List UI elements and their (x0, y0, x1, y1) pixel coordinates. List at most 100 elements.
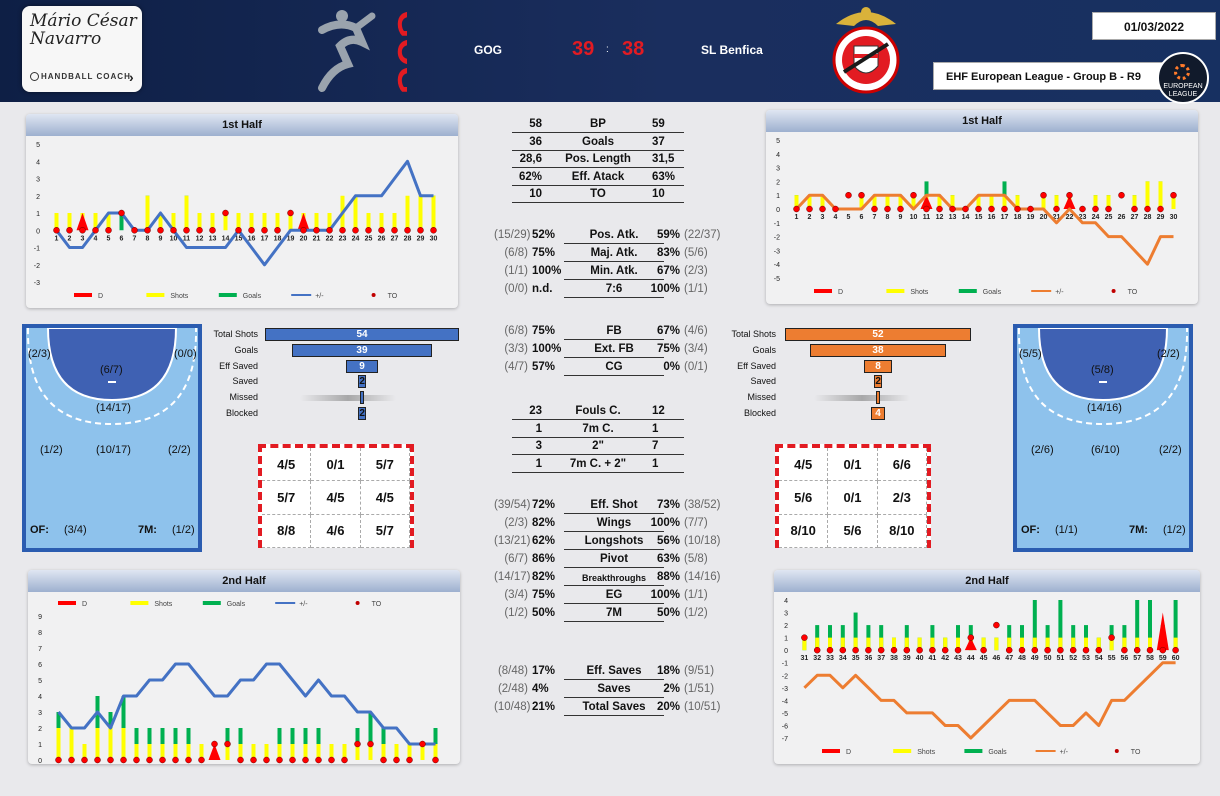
x-tick-label: 52 (1069, 655, 1077, 662)
turnover-dot (871, 205, 878, 213)
shots-bar (1020, 637, 1024, 651)
turnover-dot (1082, 646, 1090, 654)
shots-bar (943, 637, 948, 651)
shots-bar (1122, 637, 1127, 651)
stat-right: 10 (652, 188, 665, 200)
pct-rp: 75% (656, 343, 680, 355)
pct-lp: 82% (532, 571, 556, 583)
legend-label-shots: Shots (917, 749, 935, 756)
legend-swatch-to (1114, 749, 1119, 753)
shots-bar (108, 728, 113, 760)
x-tick-label: 43 (954, 655, 962, 662)
turnover-dot (890, 646, 898, 654)
gog-court: (2/3) (0/0) (6/7) (14/17) (1/2) (10/17) … (22, 324, 202, 552)
turnover-dot (406, 756, 413, 764)
shots-bar (1002, 195, 1007, 209)
shots-bar (1173, 637, 1178, 651)
goals-bar (368, 712, 373, 760)
x-tick-label: 38 (890, 655, 898, 662)
x-tick-label: 21 (313, 235, 321, 242)
pct-lr: (10/48) (494, 701, 531, 713)
bar: 54 (265, 328, 459, 341)
goals-bar (1084, 625, 1088, 651)
pct-rr: (2/3) (684, 265, 708, 277)
x-tick-label: 20 (300, 235, 308, 242)
y-tick-label: -7 (782, 736, 788, 743)
chevron-right-icon: › (129, 69, 134, 85)
turnover-dot (858, 191, 865, 199)
legend-label-d: D (98, 293, 103, 300)
x-tick-label: 10 (170, 235, 178, 242)
turnover-dot (263, 756, 270, 764)
x-tick-label: 29 (417, 235, 425, 242)
pct-row: (39/54) 72% Eff. Shot 73% (38/52) (494, 497, 722, 515)
pct-label: EG (564, 589, 664, 604)
x-tick-label: 41 (929, 655, 937, 662)
plus-minus-line (795, 193, 1174, 266)
turnover-dot (975, 205, 982, 213)
gog-first-half-panel: 1st Half 5 4 3 2 1 0 -1 -2 -3 1 2 3 4 5 6 7 8 9 10 11 12 13 14… (26, 114, 458, 308)
shots-bar (199, 744, 204, 760)
stat-label: Pos. Length (565, 153, 631, 165)
x-tick-label: 1 (55, 235, 59, 242)
y-tick-label: -4 (782, 698, 788, 705)
x-tick-label: 29 (1157, 214, 1165, 221)
x-tick-label: 10 (910, 214, 918, 221)
x-tick-label: 8 (146, 235, 150, 242)
ehf-ring-icon (1174, 64, 1190, 80)
x-tick-label: 2 (808, 214, 812, 221)
goals-bar (1071, 625, 1076, 651)
turnover-dot (417, 227, 424, 234)
turnover-dot (1121, 646, 1128, 654)
turnover-dot (1095, 646, 1103, 654)
x-tick-label: 26 (378, 235, 386, 242)
x-tick-label: 58 (1146, 655, 1154, 662)
shots-bar (197, 213, 202, 231)
y-tick-label: 4 (784, 598, 788, 605)
pct-lp: 21% (532, 701, 556, 713)
bar-label: Goals (752, 344, 776, 355)
shots-bar (1132, 195, 1137, 209)
stat-row: 1 7m C. 1 (512, 421, 684, 438)
turnover-dot (432, 756, 439, 764)
x-tick-label: 5 (847, 214, 851, 221)
defense-mark (208, 744, 221, 760)
goal-zone-cell: 2/3 (877, 481, 927, 515)
pct-lr: (3/3) (504, 343, 528, 355)
shots-bar (355, 744, 360, 760)
pct-label: Min. Atk. (564, 265, 664, 280)
shots-bar (418, 195, 423, 231)
coach-tag: HANDBALL COACH (30, 72, 131, 81)
bar: 38 (809, 343, 947, 357)
pct-row: (3/4) 75% EG 100% (1/1) (494, 587, 722, 605)
shots-bar (264, 744, 269, 760)
stat-row: 62% Eff. Atack 63% (512, 169, 684, 186)
stat-left: 58 (529, 118, 542, 130)
stat-label: BP (590, 118, 606, 130)
turnover-dot (55, 756, 62, 764)
pct-lp: 4% (532, 683, 549, 695)
turnover-dot (365, 227, 372, 234)
shots-bar (1093, 195, 1098, 209)
goal-zone-cell: 4/6 (311, 514, 361, 548)
pct-label: Maj. Atk. (564, 247, 664, 262)
y-tick-label: 1 (36, 211, 40, 218)
pct-rr: (38/52) (684, 499, 721, 511)
legend-swatch-shots (130, 601, 149, 605)
goals-bar (1122, 625, 1127, 651)
y-tick-label: 1 (776, 193, 780, 200)
stat-row: 58 BP 59 (512, 116, 684, 133)
x-tick-label: 7 (133, 235, 137, 242)
stat-row: 36 Goals 37 (512, 134, 684, 151)
goal-zone-cell: 8/8 (262, 514, 312, 548)
turnover-dot (430, 227, 437, 234)
bar: 2 (874, 375, 882, 389)
bar: 8 (863, 359, 893, 373)
y-tick-label: -3 (774, 248, 780, 255)
turnover-dot (1170, 191, 1177, 199)
stat-left: 62% (518, 170, 542, 183)
plus-minus-line (803, 661, 1176, 740)
turnover-dot (68, 756, 75, 764)
stat-left: 28,6 (519, 153, 542, 165)
